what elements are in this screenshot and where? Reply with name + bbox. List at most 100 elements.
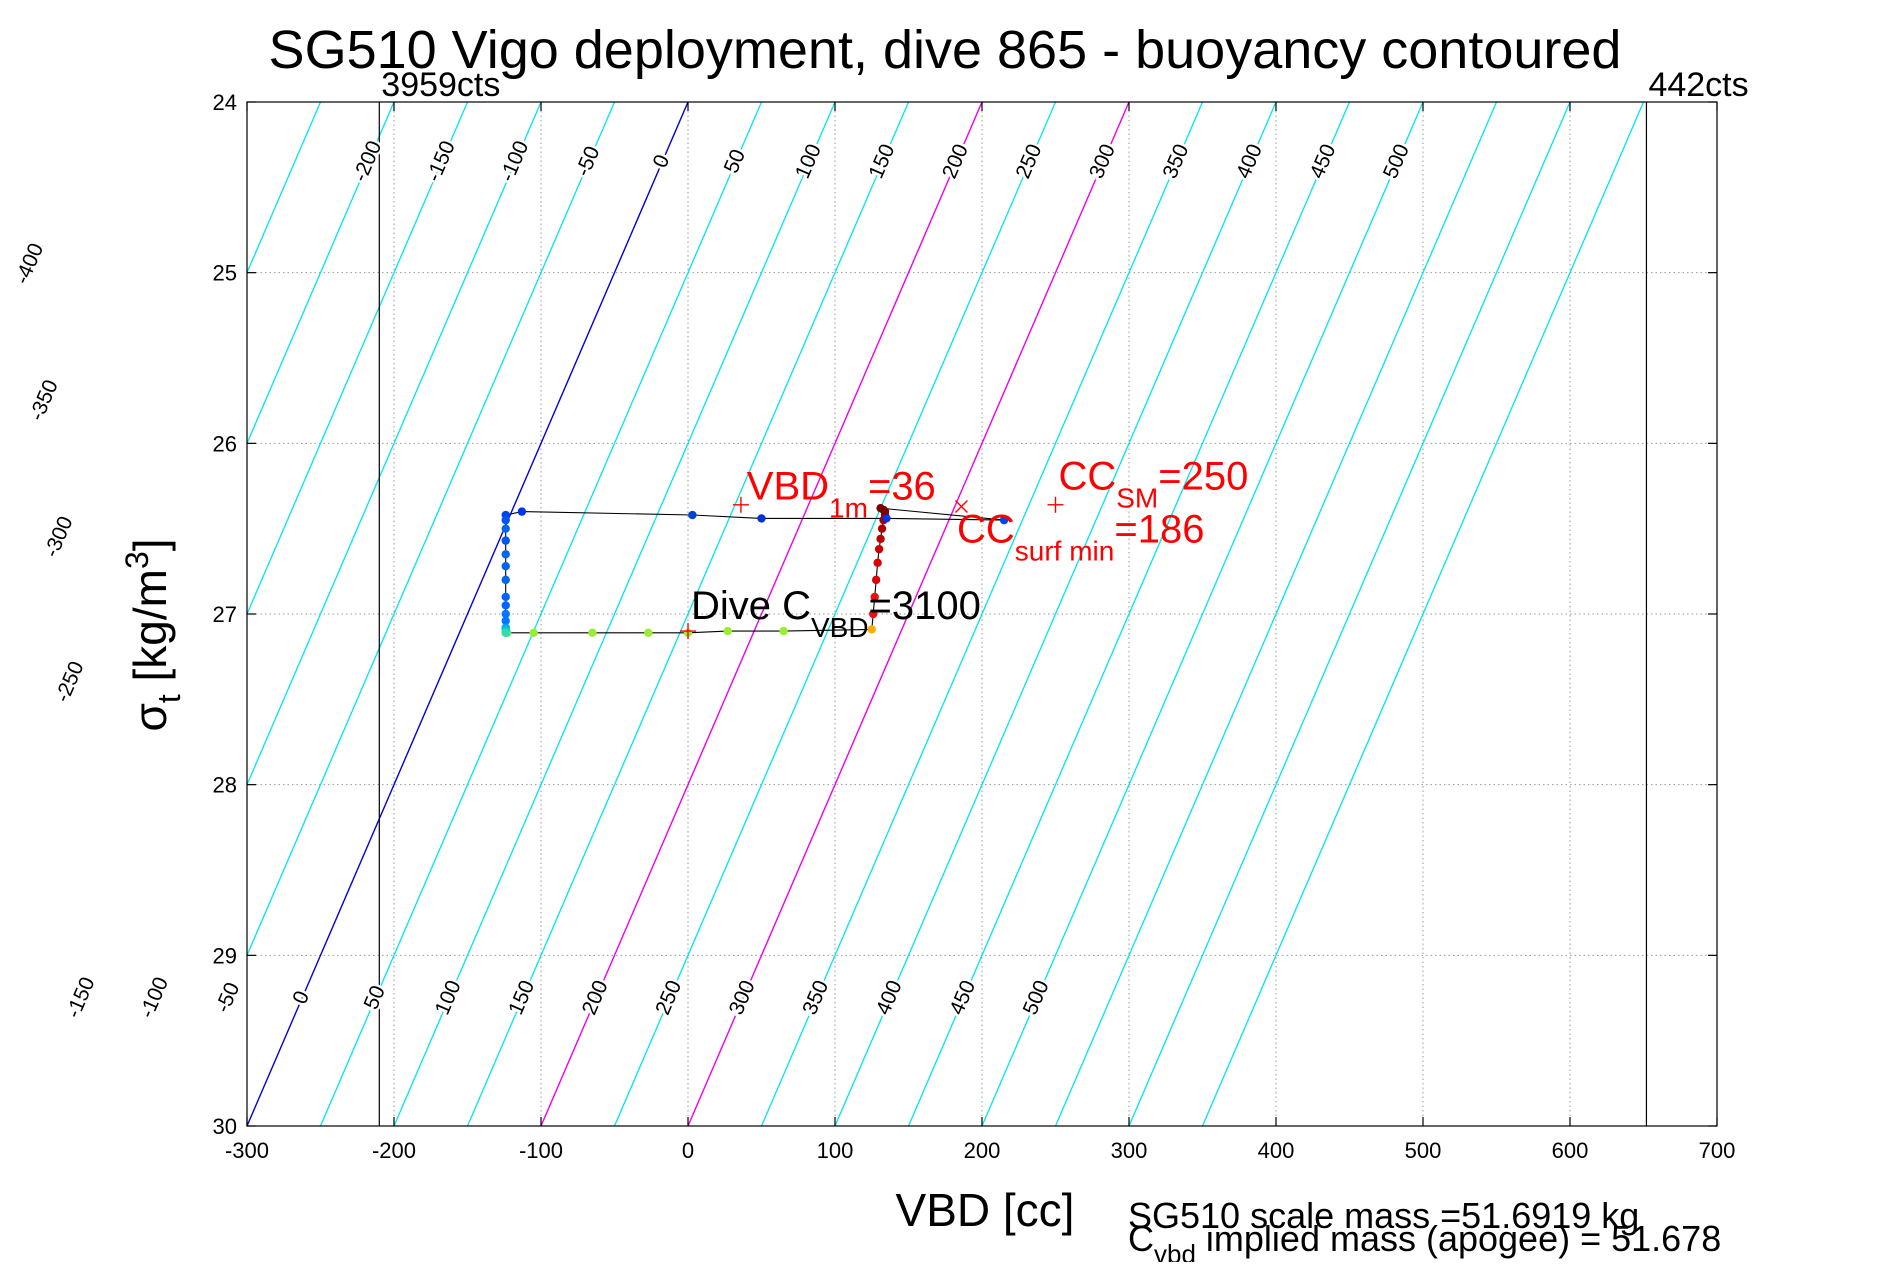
dive-track-point bbox=[874, 544, 884, 554]
dive-track-point bbox=[873, 558, 882, 567]
footnote-scale-mass: SG510 scale mass =51.6919 kg bbox=[1128, 1195, 1639, 1236]
dive-track-point bbox=[877, 524, 887, 533]
plus-marker bbox=[680, 623, 696, 640]
dive-track-point bbox=[723, 626, 732, 636]
annotation-cc-surf-value: =186 bbox=[1114, 507, 1204, 551]
x-tick-label: 300 bbox=[1111, 1138, 1148, 1163]
y-tick-label: 25 bbox=[213, 261, 237, 286]
dive-track-point bbox=[588, 628, 597, 637]
axis-ticks: -300 -200 -100 0 100 200 300 400 500 600 700 24 25 26… bbox=[213, 90, 1736, 1163]
contour-line bbox=[1201, 102, 1645, 1126]
y-tick-label: 27 bbox=[213, 602, 237, 627]
dive-track bbox=[501, 503, 1009, 637]
buoyancy-contours bbox=[247, 102, 1645, 1126]
dive-track-line bbox=[505, 507, 1005, 634]
y-axis-label-close: ] bbox=[124, 538, 176, 551]
dive-track-point bbox=[688, 510, 697, 520]
x-tick-label: 0 bbox=[682, 1138, 694, 1163]
dive-track-point bbox=[779, 626, 788, 636]
contour-line bbox=[1128, 102, 1571, 1126]
vbd-limit-label: 442cts bbox=[1648, 66, 1748, 104]
contour-line bbox=[247, 102, 469, 616]
dive-track-point bbox=[501, 515, 510, 525]
dive-track-point bbox=[501, 562, 510, 571]
y-tick-label: 28 bbox=[213, 773, 237, 798]
dive-track-point bbox=[501, 536, 510, 545]
dive-track-point bbox=[501, 601, 510, 610]
annotation-cc-surf: CCsurf min=186 bbox=[957, 507, 1204, 566]
contour-line bbox=[834, 102, 1277, 1126]
contour-line bbox=[247, 102, 689, 1126]
dive-track-point bbox=[644, 628, 653, 637]
y-axis-label-subscript: t bbox=[151, 694, 187, 703]
contour-line bbox=[540, 102, 983, 1126]
dive-track-point bbox=[870, 592, 879, 602]
x-tick-label: -100 bbox=[519, 1138, 563, 1163]
annotation-cc-surf-subscript: surf min bbox=[1015, 535, 1115, 566]
contour-line bbox=[760, 102, 1204, 1126]
y-tick-label: 24 bbox=[213, 90, 237, 115]
y-axis-label-symbol: σ bbox=[124, 703, 176, 731]
x-tick-label: 200 bbox=[964, 1138, 1001, 1163]
contour-line bbox=[247, 102, 542, 787]
annotation-dive-c: Dive CVBD=3100 bbox=[691, 584, 981, 643]
contour-line bbox=[613, 102, 1057, 1126]
contour-line bbox=[687, 102, 1130, 1126]
footnote-implied-mass: Cvbd implied mass (apogee) = 51.678 bbox=[1128, 1218, 1721, 1262]
plus-marker bbox=[732, 496, 749, 513]
contour-line bbox=[319, 102, 763, 1126]
x-tick-label: -300 bbox=[225, 1138, 269, 1163]
dive-track-point bbox=[517, 507, 527, 516]
x-tick-label: -200 bbox=[372, 1138, 416, 1163]
dive-track-point bbox=[501, 550, 510, 559]
contour-line bbox=[907, 102, 1351, 1126]
x-tick-label: 400 bbox=[1258, 1138, 1295, 1163]
x-axis-label: VBD [cc] bbox=[896, 1184, 1075, 1236]
dive-track-point bbox=[876, 503, 885, 513]
contour-line bbox=[466, 102, 910, 1126]
marker-stroke bbox=[954, 499, 968, 513]
y-tick-label: 29 bbox=[213, 943, 237, 968]
vbd-limit-label: 3959cts bbox=[381, 66, 500, 104]
dive-track-point bbox=[876, 534, 885, 544]
dive-track-point bbox=[757, 514, 766, 523]
annotation-cc-surf-main: CC bbox=[957, 507, 1015, 551]
dive-track-point bbox=[999, 515, 1009, 525]
dive-track-point bbox=[501, 609, 510, 619]
dive-track-point bbox=[867, 625, 876, 634]
contour-line bbox=[247, 102, 616, 957]
annotation-dive-c-main: Dive C bbox=[691, 584, 811, 628]
plot-area bbox=[247, 102, 1648, 1126]
annotation-cc-sm-main: CC bbox=[1058, 454, 1116, 498]
dive-track-point bbox=[501, 575, 510, 585]
y-axis-label-superscript: 3 bbox=[119, 551, 155, 569]
x-tick-label: 500 bbox=[1405, 1138, 1442, 1163]
dive-track-point bbox=[882, 514, 891, 523]
dive-track-point bbox=[871, 575, 881, 585]
dive-track-point bbox=[501, 592, 510, 602]
annotation-cc-sm-value: =250 bbox=[1158, 454, 1248, 498]
y-tick-label: 26 bbox=[213, 431, 237, 456]
dive-track-point bbox=[501, 628, 510, 637]
contour-line bbox=[393, 102, 836, 1126]
cross-marker bbox=[954, 499, 968, 513]
plus-marker bbox=[1047, 496, 1064, 513]
annotation-vbd-value: =36 bbox=[868, 465, 936, 509]
annotation-cc-sm: CCSM=250 bbox=[1058, 454, 1248, 513]
reference-markers bbox=[680, 496, 1064, 640]
footnote-implied-mass-subscript: vbd bbox=[1154, 1239, 1196, 1262]
contour-line bbox=[1054, 102, 1498, 1126]
x-tick-label: 100 bbox=[817, 1138, 854, 1163]
x-tick-label: 600 bbox=[1552, 1138, 1589, 1163]
x-tick-label: 700 bbox=[1699, 1138, 1736, 1163]
y-axis-label-units: [kg/m bbox=[124, 569, 176, 694]
annotation-vbd-main: VBD bbox=[747, 465, 829, 509]
dive-track-point bbox=[529, 628, 538, 637]
annotation-dive-c-subscript: VBD bbox=[811, 612, 869, 643]
vbd-limit-lines bbox=[378, 102, 1648, 1126]
footnote-implied-mass-text: implied mass (apogee) = 51.678 bbox=[1196, 1218, 1721, 1259]
